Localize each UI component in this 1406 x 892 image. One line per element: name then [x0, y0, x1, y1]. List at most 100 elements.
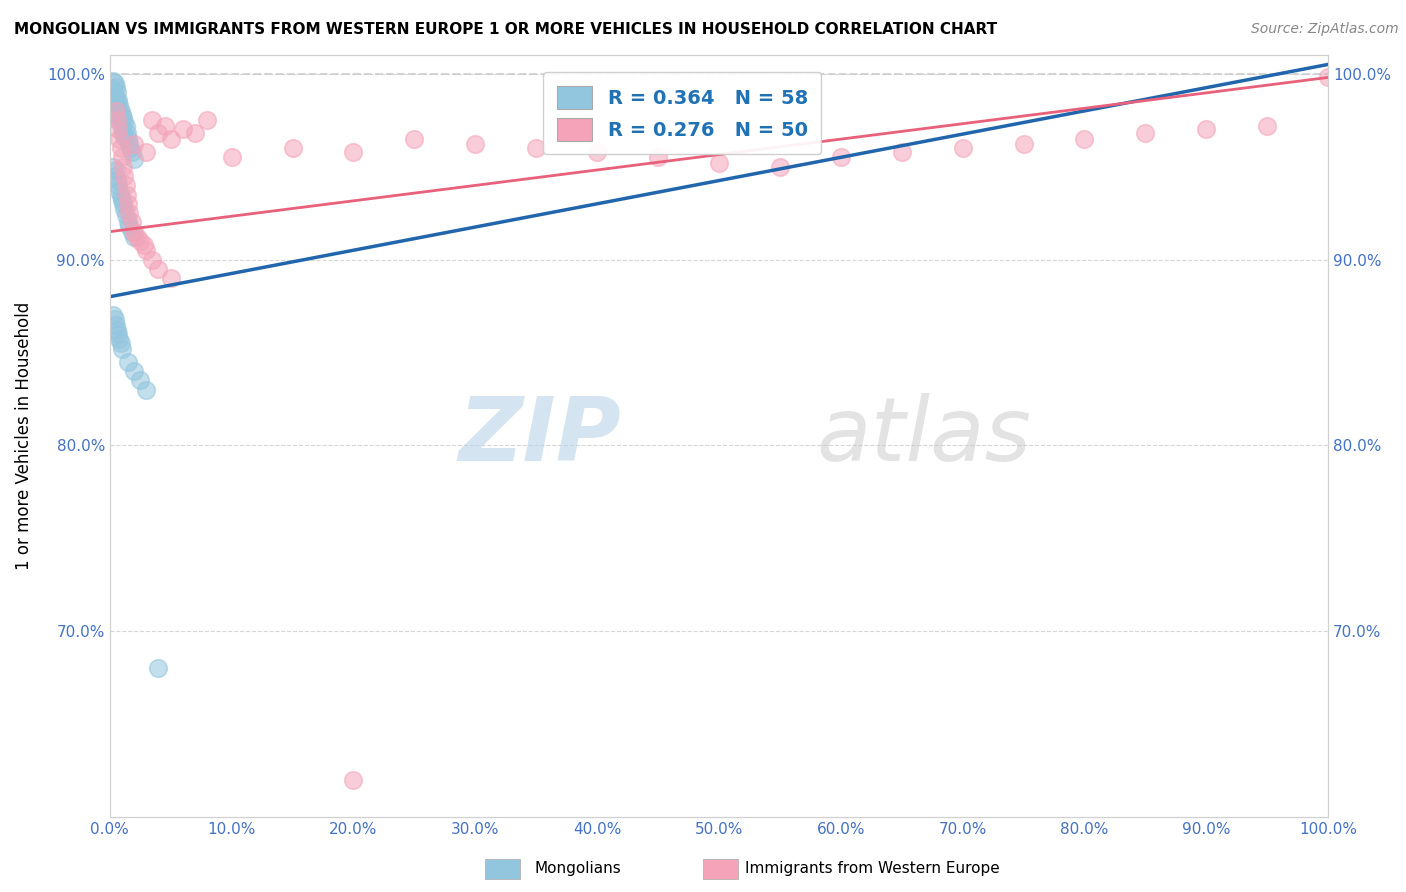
Point [105, 172, 128, 186]
Point [110, 189, 132, 203]
Point [1195, 122, 1218, 136]
Point [404, 132, 426, 146]
Point [122, 364, 145, 378]
Point [122, 225, 145, 239]
Point [108, 113, 131, 128]
Point [104, 318, 127, 332]
Point [830, 150, 852, 164]
Point [129, 234, 152, 248]
Point [121, 215, 143, 229]
Point [153, 119, 176, 133]
Point [141, 113, 163, 128]
Point [1073, 132, 1095, 146]
Point [104, 89, 127, 103]
Point [107, 178, 129, 193]
Point [103, 74, 125, 88]
Point [107, 103, 129, 118]
Point [148, 126, 170, 140]
Point [121, 145, 143, 159]
Point [115, 126, 138, 140]
Point [707, 156, 730, 170]
Point [103, 308, 125, 322]
Point [112, 160, 135, 174]
Point [141, 252, 163, 267]
Point [1012, 137, 1035, 152]
Point [103, 160, 125, 174]
Point [148, 661, 170, 675]
Point [107, 122, 129, 136]
Point [105, 107, 128, 121]
Point [135, 383, 157, 397]
Point [1256, 119, 1278, 133]
Point [110, 336, 132, 351]
Point [111, 107, 134, 121]
Text: atlas: atlas [817, 393, 1031, 479]
Point [104, 163, 127, 178]
Point [159, 132, 181, 146]
Point [118, 206, 141, 220]
Point [110, 141, 132, 155]
Point [117, 196, 139, 211]
Point [120, 141, 142, 155]
Point [112, 202, 135, 217]
Point [112, 112, 135, 126]
Point [118, 137, 141, 152]
Point [108, 333, 131, 347]
Point [104, 102, 127, 116]
Text: Immigrants from Western Europe: Immigrants from Western Europe [745, 861, 1000, 876]
Point [184, 126, 207, 140]
Point [111, 120, 134, 135]
Text: ZIP: ZIP [458, 392, 621, 480]
Point [1317, 70, 1340, 85]
Point [135, 244, 157, 258]
Point [122, 230, 145, 244]
Point [586, 145, 609, 159]
Point [159, 271, 181, 285]
Point [111, 342, 134, 356]
Point [105, 113, 128, 128]
Y-axis label: 1 or more Vehicles in Household: 1 or more Vehicles in Household [15, 302, 32, 570]
Point [342, 772, 364, 787]
Point [104, 79, 127, 94]
Point [112, 169, 135, 183]
Point [221, 150, 243, 164]
Point [121, 225, 143, 239]
Point [110, 115, 132, 129]
Point [112, 129, 135, 144]
Text: Source: ZipAtlas.com: Source: ZipAtlas.com [1251, 22, 1399, 37]
Point [172, 122, 194, 136]
Point [115, 187, 138, 202]
Point [103, 81, 125, 95]
Point [104, 76, 127, 90]
Point [890, 145, 912, 159]
Point [117, 355, 139, 369]
Point [105, 98, 128, 112]
Point [125, 230, 148, 244]
Point [108, 132, 131, 146]
Point [769, 160, 792, 174]
Point [107, 326, 129, 341]
Point [104, 96, 127, 111]
Point [108, 98, 131, 112]
Point [1135, 126, 1157, 140]
Point [114, 119, 136, 133]
Point [464, 137, 486, 152]
Point [112, 115, 135, 129]
Point [105, 323, 128, 337]
Point [117, 215, 139, 229]
Point [108, 184, 131, 198]
Point [647, 150, 669, 164]
Point [135, 145, 157, 159]
Point [122, 152, 145, 166]
Point [117, 132, 139, 146]
Legend: R = 0.364   N = 58, R = 0.276   N = 50: R = 0.364 N = 58, R = 0.276 N = 50 [543, 72, 821, 154]
Point [111, 193, 134, 207]
Point [104, 169, 127, 183]
Point [195, 113, 218, 128]
Point [281, 141, 304, 155]
Point [342, 145, 364, 159]
Point [114, 208, 136, 222]
Point [112, 126, 135, 140]
Point [110, 103, 132, 118]
Point [122, 137, 145, 152]
